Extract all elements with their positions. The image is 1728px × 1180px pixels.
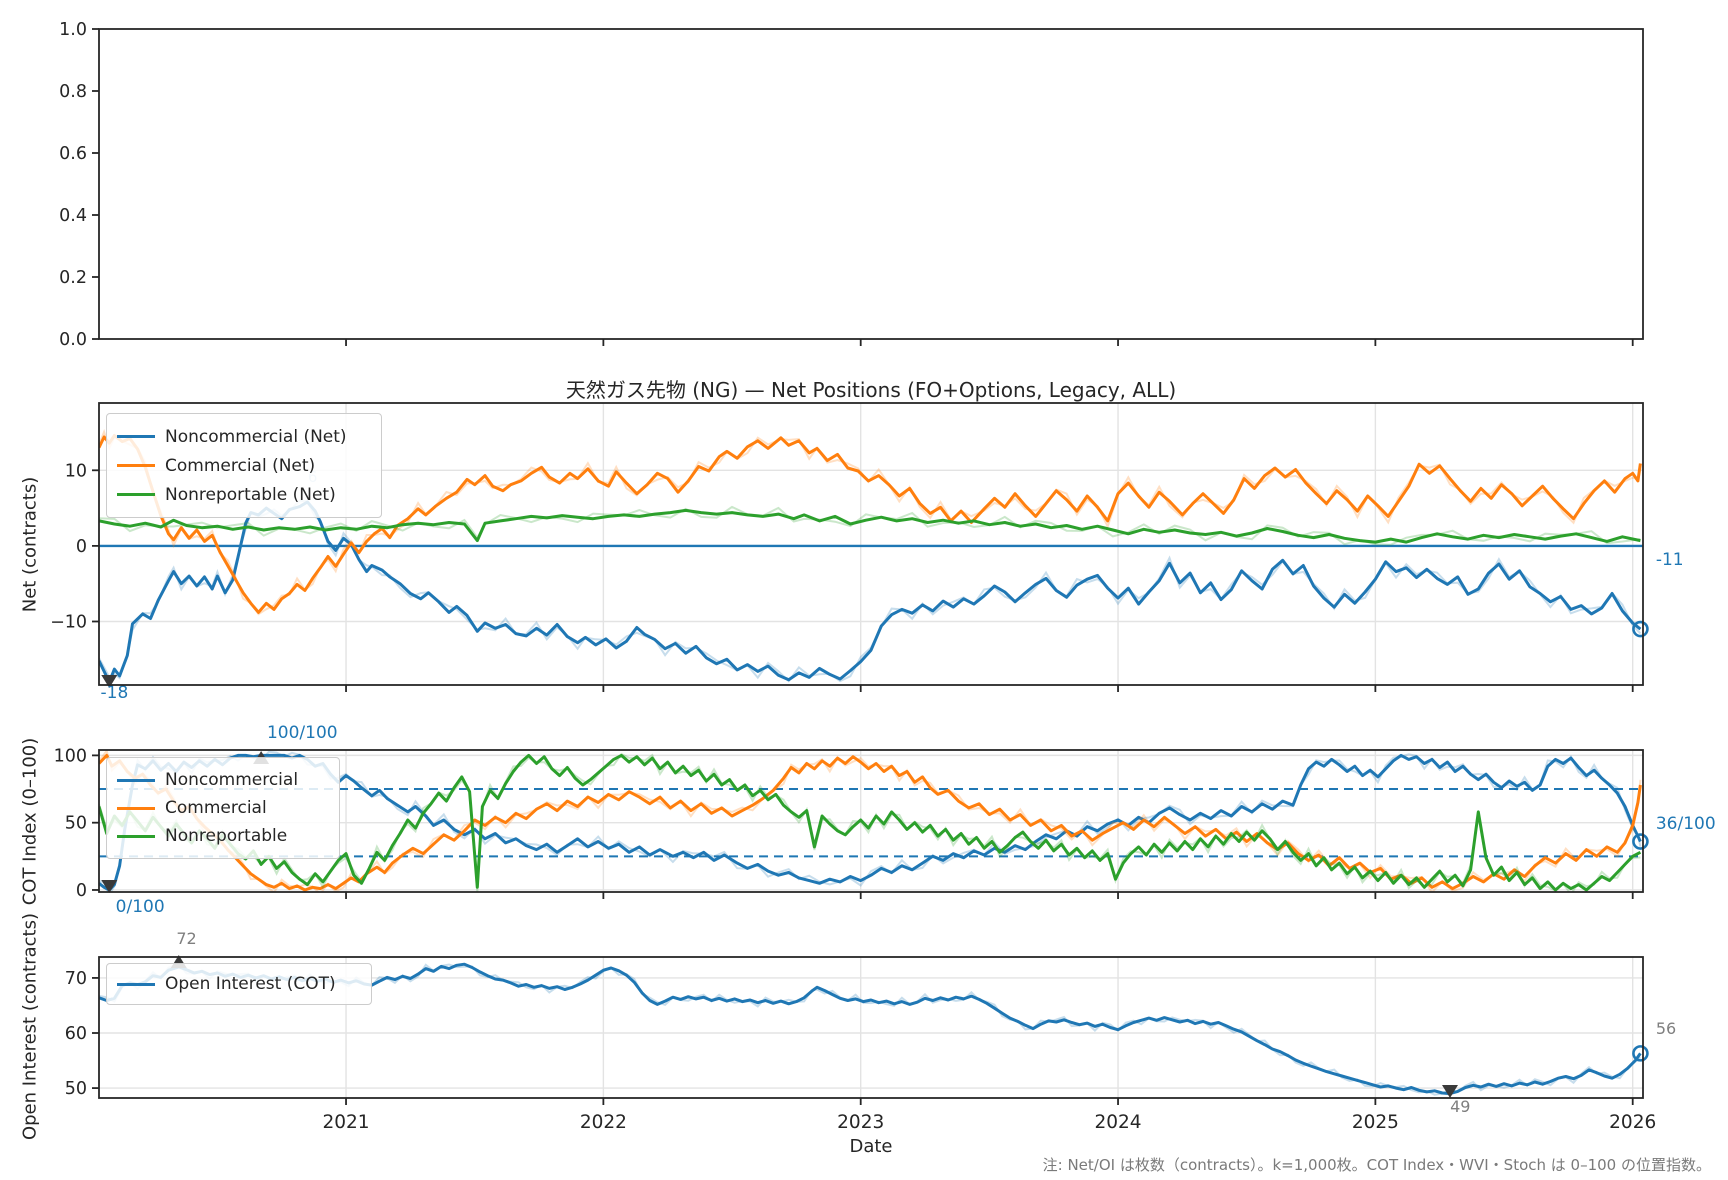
x-tick-label: 2022	[580, 1112, 627, 1133]
y-tick-label: 100	[54, 746, 87, 766]
axes-frame	[98, 28, 1644, 340]
legend-cot-index: Noncommercial Commercial Nonreportable	[106, 757, 340, 859]
value-annotation: 0/100	[116, 897, 165, 917]
legend-item: Nonreportable (Net)	[117, 485, 367, 505]
footnote: 注: Net/OI は枚数（contracts）。k=1,000枚。COT In…	[1042, 1156, 1711, 1174]
legend-line-swatch-icon	[117, 834, 155, 838]
value-annotation: 36/100	[1656, 814, 1716, 834]
legend-item: Commercial (Net)	[117, 456, 367, 476]
y-tick-label: 70	[65, 969, 87, 989]
legend-line-swatch-icon	[117, 778, 155, 782]
legend-item: Commercial	[117, 798, 325, 818]
value-annotation: 56	[1656, 1019, 1676, 1038]
axes-frame	[98, 402, 1644, 686]
axes-frame	[98, 749, 1644, 893]
legend-label: Commercial (Net)	[165, 455, 316, 476]
value-annotation: 72	[176, 929, 196, 948]
legend-line-swatch-icon	[117, 806, 155, 810]
legend-line-swatch-icon	[117, 982, 155, 986]
min-marker-icon	[101, 880, 118, 893]
x-tick-label: 2025	[1352, 1112, 1399, 1133]
legend-net-positions: Noncommercial (Net) Commercial (Net) Nonre…	[106, 413, 382, 518]
legend-open-interest: Open Interest (COT)	[106, 963, 372, 1005]
series-line-commercial-net-	[99, 434, 1642, 614]
legend-label: Nonreportable (Net)	[165, 484, 336, 505]
xlabel-date: Date	[849, 1136, 893, 1157]
y-tick-label: −10	[50, 612, 87, 632]
y-tick-label: 60	[65, 1024, 87, 1044]
y-tick-label: 1.0	[59, 20, 87, 40]
legend-line-swatch-icon	[117, 464, 155, 467]
series-raw-noncommercial-net-	[99, 499, 1642, 683]
x-tick-label: 2024	[1094, 1112, 1141, 1133]
ylabel-open-interest: Open Interest (contracts)	[19, 912, 41, 1141]
y-tick-label: 0.2	[59, 268, 87, 288]
value-annotation: 100/100	[267, 723, 338, 743]
value-annotation: -11	[1656, 550, 1684, 570]
series-line-nonreportable	[99, 753, 1642, 892]
y-tick-label: 0	[76, 537, 87, 557]
x-tick-label: 2021	[322, 1112, 369, 1133]
y-tick-label: 0	[76, 881, 87, 901]
legend-line-swatch-icon	[117, 435, 155, 438]
y-tick-label: 0.0	[59, 330, 87, 350]
series-line-commercial	[99, 753, 1642, 892]
min-marker-icon	[101, 675, 118, 688]
value-annotation: -18	[101, 683, 129, 703]
x-tick-label: 2023	[837, 1112, 884, 1133]
x-tick-label: 2026	[1609, 1112, 1656, 1133]
legend-label: Noncommercial (Net)	[165, 426, 347, 447]
legend-item: Noncommercial (Net)	[117, 427, 367, 447]
chart-title: 天然ガス先物 (NG) — Net Positions (FO+Options,…	[565, 378, 1177, 402]
y-tick-label: 0.8	[59, 82, 87, 102]
y-tick-label: 50	[65, 814, 87, 834]
value-annotation: 49	[1450, 1097, 1470, 1116]
legend-item: Noncommercial	[117, 770, 325, 790]
y-tick-label: 50	[65, 1079, 87, 1099]
legend-label: Commercial	[165, 798, 267, 818]
last-point-marker	[1632, 620, 1649, 638]
legend-label: Nonreportable	[165, 826, 288, 846]
y-tick-label: 10	[65, 461, 87, 481]
ylabel-net: Net (contracts)	[19, 476, 41, 613]
y-tick-label: 0.4	[59, 206, 87, 226]
legend-item: Nonreportable	[117, 826, 325, 846]
series-line-nonreportable-net-	[99, 508, 1641, 544]
legend-label: Noncommercial	[165, 770, 299, 790]
last-point-marker	[1632, 833, 1649, 850]
last-point-marker	[1632, 1045, 1649, 1062]
min-marker-icon	[1442, 1085, 1458, 1098]
axes-frame	[98, 956, 1644, 1099]
y-tick-label: 0.6	[59, 144, 87, 164]
legend-item: Open Interest (COT)	[117, 974, 357, 994]
legend-label: Open Interest (COT)	[165, 974, 336, 994]
legend-line-swatch-icon	[117, 493, 155, 496]
